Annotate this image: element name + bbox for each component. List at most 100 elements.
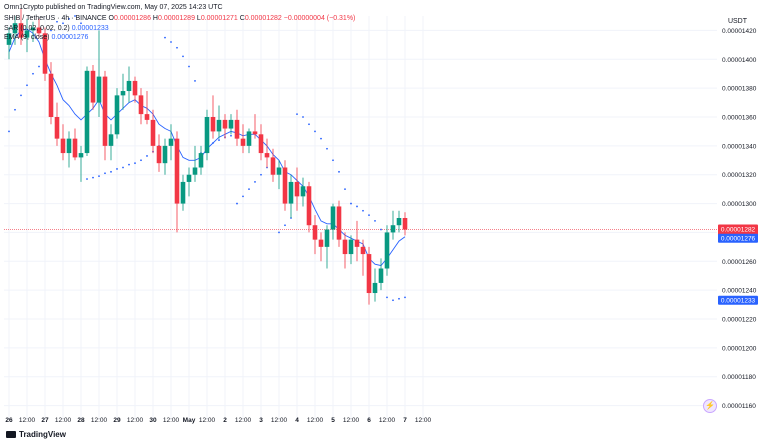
candle-body [294,181,300,197]
sar-dot [350,202,352,205]
price-tick: 0.00001340 [722,143,757,150]
sar-dot [14,108,16,111]
sar-dot [296,113,298,116]
time-tick: 12:00 [91,417,108,424]
price-tick: 0.00001420 [722,28,757,35]
sar-dot [260,173,262,176]
sar-dot [164,36,166,39]
candle-body [138,95,144,115]
candle-body [42,33,48,74]
candle-body [306,186,312,226]
sar-dot [212,142,214,144]
ema-label: EMA (9, close) [4,34,50,41]
time-tick: 12:00 [379,417,396,424]
sar-dot [194,80,196,82]
candle-body [240,138,246,146]
brand-text: TradingView [19,430,66,439]
price-tick: 0.00001300 [722,201,757,208]
sar-dot [176,46,178,49]
ema-legend[interactable]: EMA (9, close) 0.00001276 [4,34,88,41]
price-label-box [718,233,758,243]
price-label-value: 0.00001276 [721,236,756,243]
candle-body [348,239,354,255]
candle-body [366,254,372,294]
candle-body [162,145,168,164]
sar-dot [98,175,100,178]
candle-body [144,114,150,120]
candle-body [396,218,402,226]
candle-body [390,225,396,233]
candle-body [318,239,324,247]
candle-body [336,206,342,240]
candle-body [204,117,210,154]
sar-dot [26,84,28,87]
sar-dot [170,41,172,43]
tradingview-brand: TradingView [6,430,66,439]
sar-dot [128,163,130,166]
sar-dot [32,72,34,75]
symbol-line[interactable]: SHIB / TetherUS · 4h · BINANCE O0.000012… [4,15,355,22]
candle-body [288,181,294,204]
price-tick: 0.00001260 [722,259,757,266]
sar-dot [104,172,106,175]
candle-body [192,167,198,175]
price-tick: 0.00001360 [722,115,757,122]
time-tick: 3 [259,417,263,424]
price-tick: 0.00001380 [722,86,757,93]
price-axis[interactable]: 0.00001420 0.00001400 0.00001380 0.00001360… [722,28,757,410]
sar-dot [20,94,22,97]
ohlc-change: −0.00000004 (−0.31%) [283,15,356,22]
sar-dot [356,205,358,208]
candle-body [282,167,288,204]
candle-body [252,131,258,135]
candle-body [264,153,270,158]
ohlc-high: 0.00001289 [157,15,195,22]
sar-dot [134,162,136,165]
sar-dot [308,123,310,126]
ohlc-close: 0.00001282 [244,15,282,22]
sar-dot [50,29,52,32]
ohlc-low: 0.00001271 [200,15,238,22]
sar-dot [182,55,184,58]
candle-body [402,218,408,230]
price-tick: 0.00001240 [722,288,757,295]
sar-dot [392,299,394,302]
candle-body [216,119,222,132]
tradingview-icon[interactable]: ⚡ [703,399,717,413]
time-tick: 28 [77,417,85,424]
sar-dot [254,181,256,183]
candle-body [354,239,360,247]
candle-body [60,138,66,154]
sar-dot [38,65,40,68]
sar-dot [320,137,322,140]
price-tick: 0.00001320 [722,172,757,179]
sar-dot [62,22,64,25]
sar-dot [68,17,70,20]
time-tick: 12:00 [415,417,432,424]
price-tick: 0.00001200 [722,345,757,352]
time-tick: 30 [149,417,157,424]
candle-body [180,181,186,204]
candle-body [36,27,42,34]
time-tick: 29 [113,417,121,424]
candle-body [24,30,30,38]
ohlc-open: 0.00001286 [113,15,151,22]
candle-body [384,232,390,269]
candle-body [6,33,12,45]
time-axis[interactable]: 26 12:00 27 12:00 28 12:00 29 12:00 30 12:00 May 12… [5,417,431,424]
candle-body [18,23,24,38]
sar-legend[interactable]: SAR (0.02, 0.02, 0.2) 0.00001233 [4,25,109,32]
candle-body [102,76,108,146]
price-tick: 0.00001220 [722,317,757,324]
candle-body [84,70,90,154]
tradingview-logo-icon [6,431,16,438]
ohlc-close-label: C [239,15,245,22]
currency-label[interactable]: USDT [727,18,747,25]
candle-body [372,282,378,294]
time-tick: 12:00 [127,417,144,424]
candle-body [330,206,336,230]
ema-value: 0.00001276 [51,34,89,41]
sar-dot [122,166,124,169]
